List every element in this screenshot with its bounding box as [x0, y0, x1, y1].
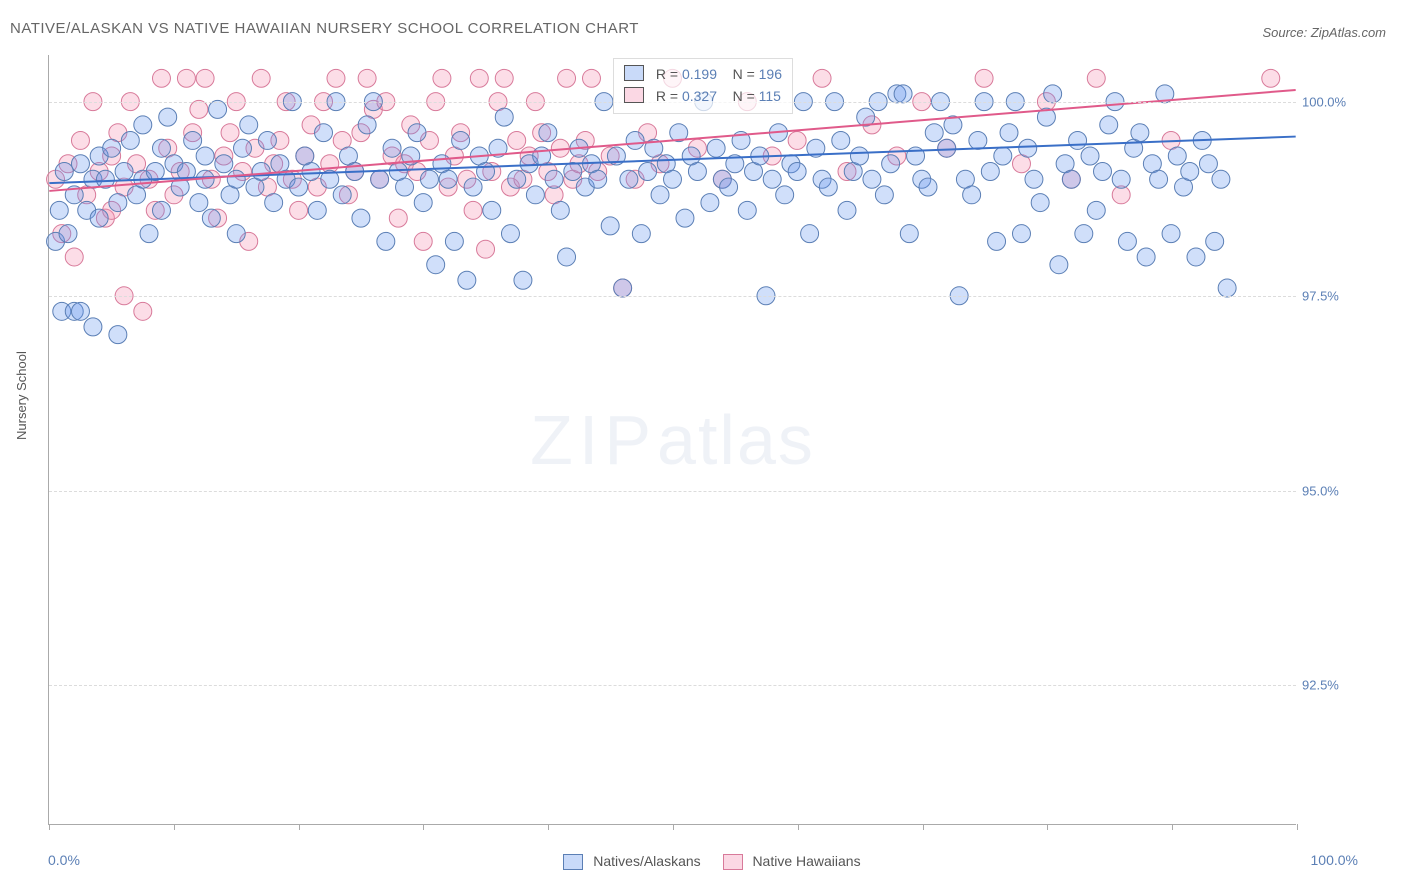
- x-tick: [1297, 824, 1298, 830]
- y-tick-label: 97.5%: [1302, 289, 1362, 304]
- gridline: [49, 685, 1296, 686]
- bottom-legend: Natives/Alaskans Native Hawaiians: [0, 853, 1406, 870]
- chart-title: NATIVE/ALASKAN VS NATIVE HAWAIIAN NURSER…: [10, 20, 639, 37]
- stats-legend-box: R = 0.199 N = 196 R = 0.327 N = 115: [613, 58, 793, 114]
- legend-label-series1: Natives/Alaskans: [593, 853, 700, 869]
- y-axis-title: Nursery School: [14, 351, 29, 440]
- x-tick: [798, 824, 799, 830]
- n-label: N =: [733, 66, 755, 82]
- n-value-series2: 115: [759, 88, 781, 104]
- gridline: [49, 491, 1296, 492]
- source-attribution: Source: ZipAtlas.com: [1262, 25, 1386, 40]
- x-tick: [548, 824, 549, 830]
- n-label: N =: [733, 88, 755, 104]
- n-value-series1: 196: [759, 66, 782, 82]
- stats-row-series1: R = 0.199 N = 196: [624, 63, 782, 85]
- r-label: R =: [656, 66, 678, 82]
- trend-lines-layer: [49, 55, 1296, 824]
- stats-row-series2: R = 0.327 N = 115: [624, 85, 782, 107]
- x-tick: [1172, 824, 1173, 830]
- swatch-pink-icon: [624, 87, 644, 103]
- legend-label-series2: Native Hawaiians: [752, 853, 860, 869]
- r-label: R =: [656, 88, 678, 104]
- x-tick: [673, 824, 674, 830]
- legend-swatch-pink-icon: [723, 854, 743, 870]
- swatch-blue-icon: [624, 65, 644, 81]
- r-value-series2: 0.327: [682, 88, 717, 104]
- x-tick: [49, 824, 50, 830]
- y-tick-label: 92.5%: [1302, 678, 1362, 693]
- x-tick: [299, 824, 300, 830]
- x-tick: [174, 824, 175, 830]
- x-tick: [923, 824, 924, 830]
- plot-area: ZIPatlas 92.5%95.0%97.5%100.0%: [48, 55, 1296, 825]
- y-tick-label: 100.0%: [1302, 94, 1362, 109]
- x-tick: [423, 824, 424, 830]
- y-tick-label: 95.0%: [1302, 483, 1362, 498]
- legend-swatch-blue-icon: [563, 854, 583, 870]
- gridline: [49, 296, 1296, 297]
- x-tick: [1047, 824, 1048, 830]
- r-value-series1: 0.199: [682, 66, 717, 82]
